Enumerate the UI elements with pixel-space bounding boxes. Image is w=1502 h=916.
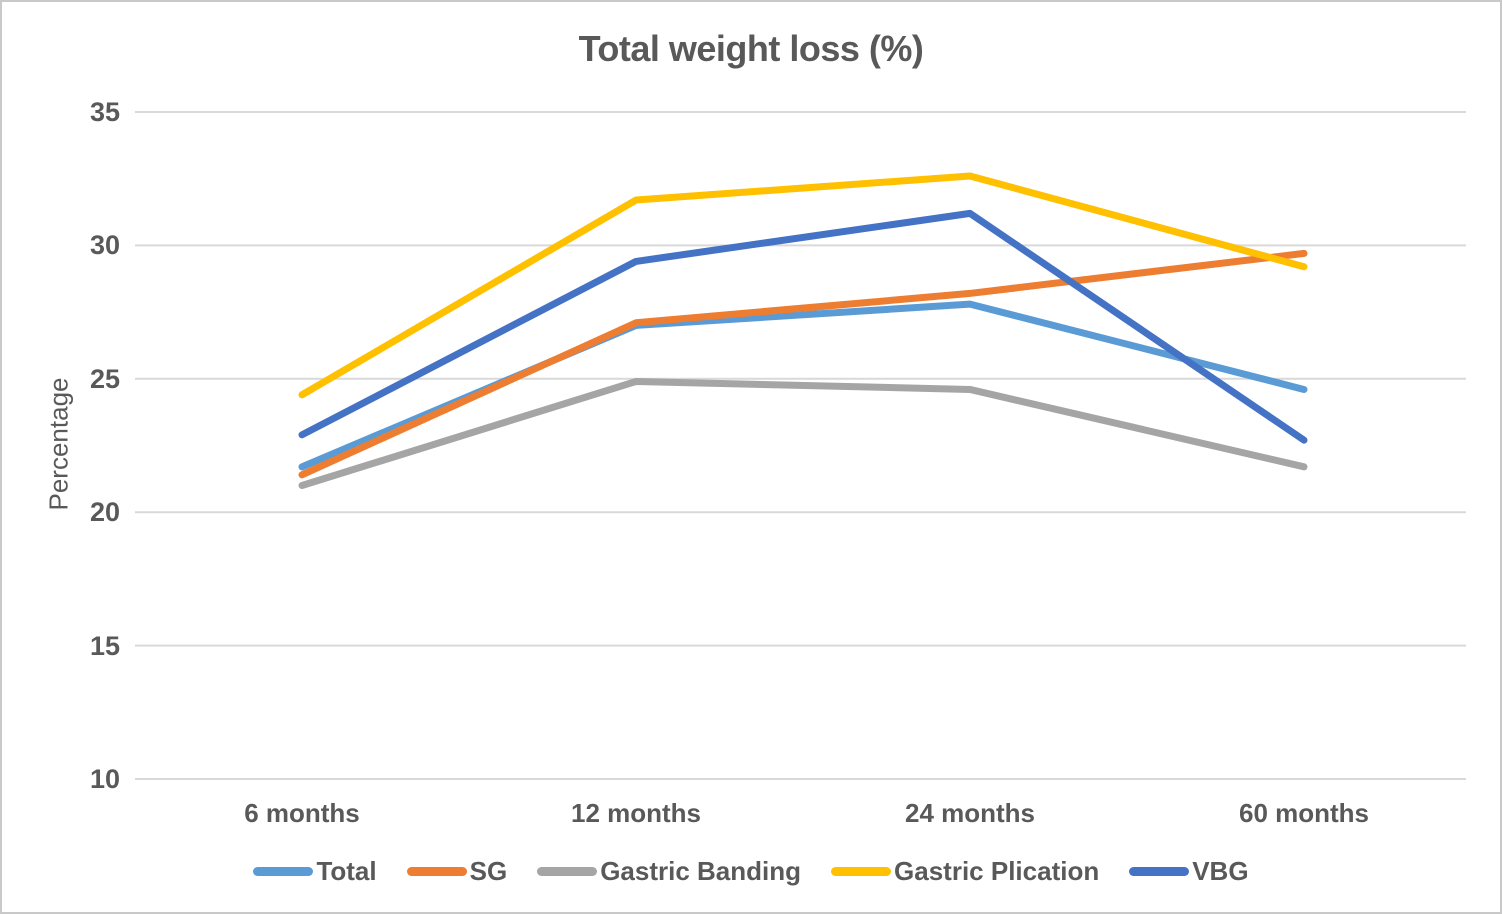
chart-title: Total weight loss (%)	[578, 28, 924, 69]
series-line-vbg	[298, 209, 1308, 444]
legend-label: Gastric Banding	[600, 856, 802, 886]
y-tick-label: 20	[89, 497, 120, 528]
series-line-gastric-banding	[298, 377, 1308, 490]
legend-item-sg: SG	[406, 856, 508, 887]
legend-item-gastric-banding: Gastric Banding	[537, 856, 801, 887]
x-tick-label: 6 months	[244, 798, 360, 828]
y-tick-label: 10	[89, 764, 120, 794]
series-line-gastric-plication	[298, 172, 1308, 399]
x-tick-label: 24 months	[904, 798, 1036, 828]
y-tick-label: 30	[89, 230, 120, 261]
legend-label: Total	[316, 856, 377, 886]
x-tick-label: 12 months	[570, 798, 702, 828]
legend-marker-icon	[406, 867, 467, 876]
legend-marker-icon	[253, 867, 314, 876]
legend-label: VBG	[1192, 856, 1249, 886]
legend-label: SG	[469, 856, 508, 886]
legend: Total SG Gastric Banding Gastric Plication V…	[2, 856, 1500, 887]
series-line-sg	[298, 249, 1308, 479]
legend-marker-icon	[831, 867, 892, 876]
legend-label: Gastric Plication	[894, 856, 1100, 886]
legend-marker-icon	[537, 867, 598, 876]
y-tick-label: 15	[89, 630, 120, 661]
y-tick-label: 35	[89, 97, 120, 127]
legend-item-total: Total	[253, 856, 377, 887]
legend-marker-icon	[1129, 867, 1190, 876]
y-tick-label: 25	[89, 363, 120, 394]
legend-item-vbg: VBG	[1129, 856, 1249, 887]
x-tick-label: 60 months	[1238, 798, 1370, 828]
legend-item-gastric-plication: Gastric Plication	[831, 856, 1099, 887]
